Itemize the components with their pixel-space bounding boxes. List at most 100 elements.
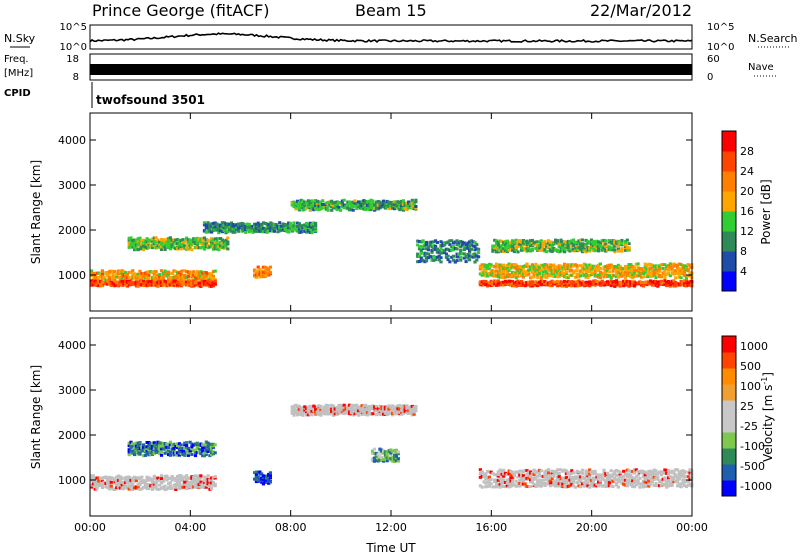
heatmap-cell bbox=[636, 481, 640, 485]
heatmap-cell bbox=[308, 208, 312, 212]
heatmap-cell bbox=[294, 205, 298, 209]
heatmap-cell bbox=[600, 476, 604, 480]
heatmap-cell bbox=[423, 260, 427, 264]
heatmap-cell bbox=[149, 451, 153, 455]
heatmap-cell bbox=[430, 255, 434, 259]
heatmap-cell bbox=[149, 239, 153, 243]
heatmap-cell bbox=[589, 267, 594, 271]
heatmap-cell bbox=[220, 245, 224, 249]
heatmap-cell bbox=[520, 279, 524, 283]
heatmap-cell bbox=[434, 255, 438, 259]
heatmap-cell bbox=[156, 281, 160, 285]
heatmap-cell bbox=[575, 274, 579, 278]
heatmap-cell bbox=[177, 278, 181, 282]
heatmap-cell bbox=[348, 407, 352, 411]
heatmap-cell bbox=[357, 200, 361, 204]
heatmap-cell bbox=[498, 468, 502, 472]
heatmap-cell bbox=[623, 276, 628, 280]
heatmap-cell bbox=[301, 208, 305, 212]
heatmap-cell bbox=[210, 483, 214, 487]
heatmap-cell bbox=[143, 446, 147, 450]
heatmap-cell bbox=[186, 446, 190, 450]
heatmap-cell bbox=[459, 249, 463, 252]
heatmap-cell bbox=[206, 482, 210, 486]
heatmap-cell bbox=[527, 248, 531, 252]
heatmap-cell bbox=[572, 247, 576, 251]
heatmap-cell bbox=[525, 262, 529, 266]
heatmap-cell bbox=[593, 483, 597, 487]
heatmap-cell bbox=[165, 284, 169, 288]
heatmap-cell bbox=[502, 270, 506, 273]
heatmap-cell bbox=[260, 476, 264, 480]
heatmap-cell bbox=[314, 410, 318, 414]
heatmap-cell bbox=[254, 478, 258, 481]
heatmap-cell bbox=[487, 262, 491, 266]
heatmap-cell bbox=[188, 449, 192, 453]
heatmap-cell bbox=[570, 476, 574, 480]
heatmap-cell bbox=[177, 483, 181, 487]
heatmap-cell bbox=[369, 407, 373, 411]
heatmap-cell bbox=[534, 240, 538, 244]
heatmap-cell bbox=[147, 280, 151, 284]
heatmap-cell bbox=[668, 274, 672, 278]
heatmap-cell bbox=[125, 276, 129, 280]
heatmap-cell bbox=[425, 243, 429, 247]
heatmap-cell bbox=[91, 479, 95, 483]
heatmap-cell bbox=[623, 245, 628, 248]
heatmap-cell bbox=[541, 270, 545, 274]
heatmap-cell bbox=[536, 483, 540, 487]
heatmap-cell bbox=[405, 208, 409, 211]
heatmap-cell bbox=[143, 480, 147, 484]
heatmap-cell bbox=[292, 200, 296, 204]
heatmap-cell bbox=[118, 278, 122, 282]
heatmap-cell bbox=[90, 279, 94, 283]
heatmap-cell bbox=[297, 412, 301, 416]
heatmap-cell bbox=[473, 240, 477, 244]
heatmap-cell bbox=[566, 472, 570, 476]
heatmap-cell bbox=[527, 470, 531, 474]
heatmap-cell bbox=[514, 242, 518, 246]
heatmap-cell bbox=[539, 484, 543, 488]
heatmap-cell bbox=[494, 262, 499, 266]
heatmap-cell bbox=[220, 230, 224, 234]
heatmap-cell bbox=[658, 280, 662, 284]
heatmap-cell bbox=[348, 409, 352, 413]
heatmap-cell bbox=[486, 477, 490, 481]
heatmap-cell bbox=[616, 263, 620, 267]
heatmap-cell bbox=[170, 281, 174, 285]
heatmap-cell bbox=[174, 247, 178, 251]
heatmap-cell bbox=[505, 473, 509, 476]
heatmap-cell bbox=[616, 267, 620, 271]
heatmap-cell bbox=[661, 267, 665, 271]
heatmap-cell bbox=[591, 249, 595, 252]
heatmap-cell bbox=[179, 485, 183, 488]
heatmap-cell bbox=[588, 468, 592, 472]
heatmap-cell bbox=[305, 407, 309, 411]
heatmap-cell bbox=[496, 248, 500, 252]
heatmap-cell bbox=[478, 272, 482, 276]
heatmap-cell bbox=[353, 404, 357, 408]
heatmap-cell bbox=[491, 485, 495, 489]
heatmap-cell bbox=[496, 474, 500, 478]
heatmap-cell bbox=[545, 283, 549, 287]
heatmap-cell bbox=[659, 275, 663, 279]
heatmap-cell bbox=[582, 284, 586, 288]
heatmap-cell bbox=[663, 263, 667, 267]
heatmap-cell bbox=[265, 230, 269, 234]
heatmap-cell bbox=[593, 469, 597, 473]
heatmap-cell bbox=[319, 207, 323, 211]
heatmap-cell bbox=[593, 269, 597, 273]
heatmap-cell bbox=[208, 228, 212, 232]
heatmap-cell bbox=[303, 207, 307, 211]
heatmap-cell bbox=[686, 280, 690, 284]
heatmap-cell bbox=[147, 441, 151, 444]
heatmap-cell bbox=[136, 280, 140, 284]
heatmap-cell bbox=[546, 241, 551, 245]
heatmap-cell bbox=[152, 283, 156, 287]
heatmap-cell bbox=[507, 472, 511, 476]
heatmap-cell bbox=[652, 279, 656, 283]
heatmap-cell bbox=[570, 281, 574, 285]
heatmap-cell bbox=[675, 282, 680, 286]
x-tick-label: 20:00 bbox=[576, 521, 608, 534]
heatmap-cell bbox=[197, 275, 201, 279]
